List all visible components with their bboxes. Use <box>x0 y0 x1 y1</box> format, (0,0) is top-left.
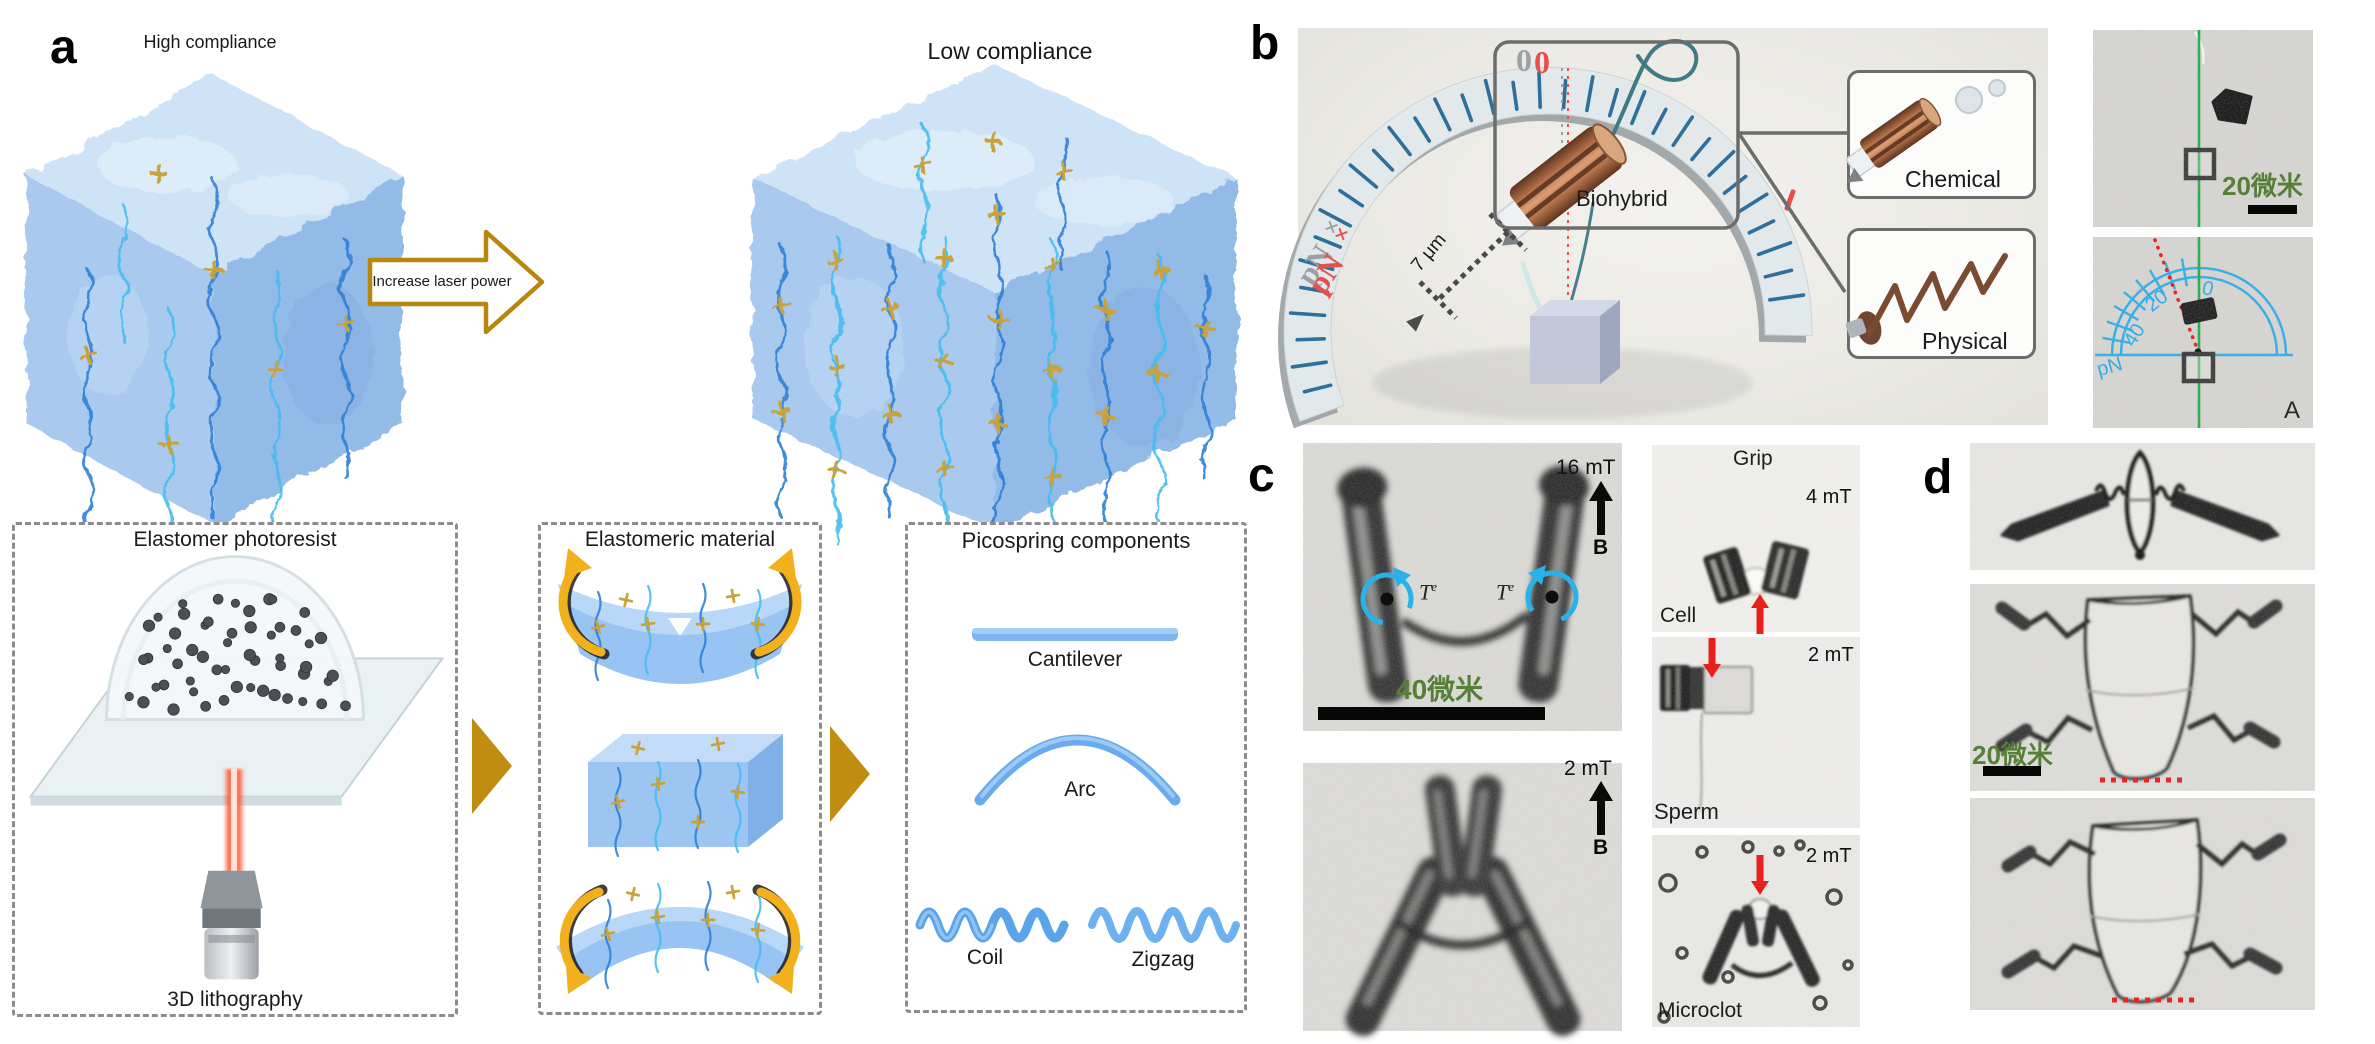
micrograph-force-test-top-annotations <box>2093 30 2313 227</box>
torque-label-left: Te <box>1419 579 1438 605</box>
cell-caption: Cell <box>1660 604 1697 627</box>
scale-label-c: 40微米 <box>1396 674 1484 705</box>
micrograph-swimmer-legs-down-drawing <box>1970 798 2315 1010</box>
increase-laser-power-arrow <box>367 229 545 335</box>
high-compliance-cube-illustration <box>26 75 402 550</box>
torque-circle-right-icon <box>1525 565 1579 624</box>
picospring-components-title: Picospring components <box>961 528 1191 553</box>
scale-label-d: 20微米 <box>1972 740 2053 770</box>
micrograph-grip-sperm-drawing <box>1652 637 1860 828</box>
low-compliance-cube-illustration <box>752 64 1236 549</box>
micrograph-swimmer-folded-drawing <box>1970 443 2315 570</box>
panel-b-label: b <box>1250 17 1280 70</box>
panel-c-label: c <box>1248 449 1275 502</box>
chemical-label: Chemical <box>1905 166 2001 192</box>
elastomeric-material-title: Elastomeric material <box>584 528 776 551</box>
torque-circle-left-icon <box>1360 567 1414 626</box>
elastomer-photoresist-title: Elastomer photoresist <box>133 528 337 551</box>
low-compliance-title: Low compliance <box>927 38 1093 64</box>
sperm-field-label: 2 mT <box>1808 644 1854 666</box>
b-field-label-bottom: B <box>1593 836 1609 859</box>
lithography-caption: 3D lithography <box>167 988 303 1011</box>
field-2mt-label-main: 2 mT <box>1564 757 1612 780</box>
process-arrow-2-icon <box>830 726 870 822</box>
grip-field-label: 4 mT <box>1806 486 1852 508</box>
micrograph-gripper-open-drawing <box>1303 443 1622 731</box>
red-arrow-down-icon <box>1703 638 1721 678</box>
microclot-caption: Microclot <box>1658 999 1743 1022</box>
physical-inset-illustration <box>1845 253 2008 345</box>
chemical-inset-illustration <box>1846 79 2006 183</box>
gauge-zero: 0 <box>1534 44 1550 80</box>
scale-label-b: 20微米 <box>2222 171 2303 201</box>
coil-label: Coil <box>966 946 1004 969</box>
field-16mt-label: 16 mT <box>1556 456 1616 479</box>
increase-laser-power-label: Increase laser power <box>372 273 512 290</box>
lithography-illustration <box>28 555 445 980</box>
arc-label: Arc <box>1064 778 1096 801</box>
picospring-components-box <box>905 522 1247 1013</box>
scale-bar-b <box>2248 205 2297 214</box>
micrograph-protractor-annotations <box>2093 237 2313 428</box>
b-field-arrow-top-icon <box>1589 481 1613 535</box>
b-field-label-top: B <box>1593 536 1609 559</box>
red-arrow-up-icon <box>1751 594 1769 634</box>
scale-bar-c <box>1318 707 1545 720</box>
force-gauge-illustration <box>1278 38 1847 429</box>
red-arrow-down-2-icon <box>1751 855 1769 895</box>
panel-a-label: a <box>50 21 77 74</box>
torque-label-right: Te <box>1496 579 1515 605</box>
microclot-field-label: 2 mT <box>1806 845 1852 867</box>
gauge-zero-shadow: 0 <box>1516 42 1532 78</box>
sperm-caption: Sperm <box>1654 799 1719 824</box>
panel-d-label: d <box>1923 451 1953 504</box>
cantilever-label: Cantilever <box>1027 648 1123 671</box>
process-arrow-1-icon <box>472 718 512 814</box>
grip-title: Grip <box>1733 447 1773 470</box>
high-compliance-title: High compliance <box>143 32 277 52</box>
frame-a-label: A <box>2284 397 2301 424</box>
scale-bar-d <box>1983 766 2041 776</box>
physical-label: Physical <box>1922 328 2008 354</box>
micrograph-swimmer-legs-up-drawing <box>1970 584 2315 791</box>
biohybrid-label: Biohybrid <box>1576 186 1668 211</box>
b-field-arrow-bottom-icon <box>1589 781 1613 835</box>
picospring-shapes-illustration <box>915 628 1240 943</box>
micrograph-gripper-closed-drawing <box>1303 763 1622 1036</box>
elastomeric-material-illustration <box>556 548 804 994</box>
zigzag-label: Zigzag <box>1131 948 1195 971</box>
micrograph-grip-microclot-drawing <box>1652 835 1860 1027</box>
